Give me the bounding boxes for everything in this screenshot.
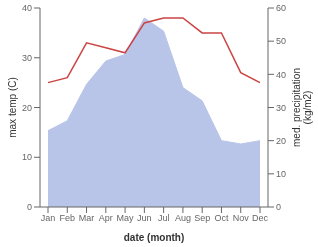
- svg-text:Jun: Jun: [137, 213, 152, 223]
- svg-text:10: 10: [276, 169, 286, 179]
- svg-text:60: 60: [276, 3, 286, 13]
- svg-text:May: May: [117, 213, 135, 223]
- svg-text:50: 50: [276, 36, 286, 46]
- svg-text:30: 30: [276, 103, 286, 113]
- svg-text:Dec: Dec: [252, 213, 269, 223]
- svg-text:Jan: Jan: [41, 213, 56, 223]
- svg-text:med. precipitation(kg/m2): med. precipitation(kg/m2): [290, 68, 310, 147]
- svg-text:Mar: Mar: [79, 213, 95, 223]
- svg-text:0: 0: [276, 202, 281, 212]
- svg-text:20: 20: [276, 136, 286, 146]
- svg-text:20: 20: [22, 103, 32, 113]
- svg-text:Nov: Nov: [233, 213, 250, 223]
- svg-text:40: 40: [22, 3, 32, 13]
- svg-text:Aug: Aug: [175, 213, 191, 223]
- svg-text:Oct: Oct: [214, 213, 229, 223]
- svg-text:40: 40: [276, 70, 286, 80]
- svg-text:Apr: Apr: [99, 213, 113, 223]
- svg-text:30: 30: [22, 53, 32, 63]
- svg-text:0: 0: [27, 202, 32, 212]
- svg-text:Jul: Jul: [158, 213, 170, 223]
- svg-text:10: 10: [22, 152, 32, 162]
- svg-text:max temp (C): max temp (C): [8, 77, 18, 138]
- svg-text:date (month): date (month): [124, 232, 185, 243]
- svg-text:Feb: Feb: [60, 213, 76, 223]
- svg-text:Sep: Sep: [194, 213, 210, 223]
